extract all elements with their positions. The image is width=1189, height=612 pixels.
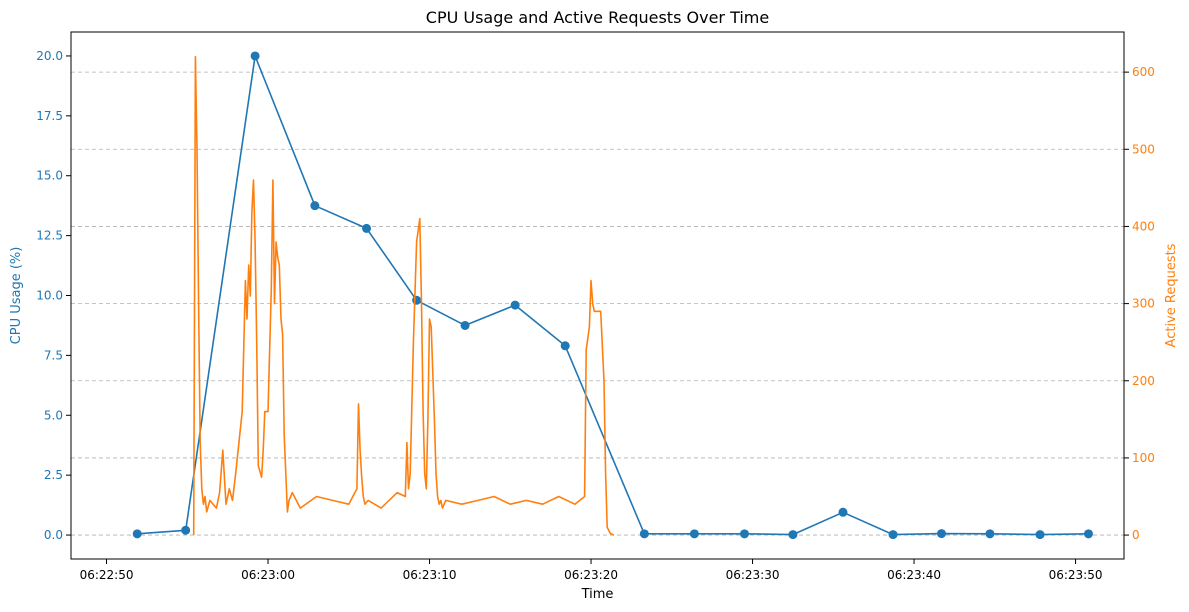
- chart-title: CPU Usage and Active Requests Over Time: [426, 8, 769, 27]
- y-left-tick-label: 5.0: [44, 408, 63, 422]
- y-right-tick-label: 400: [1132, 219, 1155, 233]
- cpu-point: [132, 529, 142, 539]
- y-axis-left: 0.0 2.5 5.0 7.5 10.0 12.5 15.0 17.5 20.0: [36, 49, 71, 542]
- cpu-point: [362, 223, 372, 233]
- requests-line: [192, 55, 615, 536]
- y-left-tick-label: 2.5: [44, 468, 63, 482]
- plot-frame: [70, 31, 1125, 560]
- cpu-point: [412, 295, 422, 305]
- y-left-tick-label: 12.5: [36, 229, 63, 243]
- x-axis-label: Time: [581, 587, 614, 602]
- cpu-point: [310, 201, 320, 211]
- y-left-tick-label: 0.0: [44, 528, 63, 542]
- y-right-tick-label: 0: [1132, 528, 1140, 542]
- cpu-point: [1083, 529, 1093, 539]
- x-tick-label: 06:22:50: [80, 568, 134, 582]
- y-right-tick-label: 300: [1132, 297, 1155, 311]
- y-axis-left-label: CPU Usage (%): [9, 247, 24, 345]
- cpu-point: [788, 530, 798, 540]
- cpu-point: [689, 529, 699, 539]
- cpu-point: [181, 525, 191, 535]
- x-tick-label: 06:23:10: [403, 568, 457, 582]
- cpu-point: [250, 51, 260, 61]
- requests-series: [192, 55, 615, 536]
- x-axis: 06:22:50 06:23:00 06:23:10 06:23:20 06:23:30…: [80, 559, 1103, 582]
- y-axis-right: 0 100 200 300 400 500 600: [1124, 65, 1155, 542]
- cpu-point: [838, 507, 848, 517]
- y-axis-right-label: Active Requests: [1164, 243, 1179, 347]
- y-left-tick-label: 17.5: [36, 109, 63, 123]
- cpu-series: [132, 51, 1093, 540]
- y-left-tick-label: 10.0: [36, 289, 63, 303]
- y-right-tick-label: 200: [1132, 374, 1155, 388]
- x-tick-label: 06:23:40: [887, 568, 941, 582]
- x-tick-label: 06:23:00: [241, 568, 295, 582]
- y-left-tick-label: 7.5: [44, 348, 63, 362]
- cpu-point: [639, 529, 649, 539]
- y-left-tick-label: 15.0: [36, 169, 63, 183]
- cpu-point: [1035, 530, 1045, 540]
- cpu-point: [460, 320, 470, 330]
- cpu-point: [739, 529, 749, 539]
- y-right-tick-label: 600: [1132, 65, 1155, 79]
- grid-lines: [71, 71, 1124, 536]
- cpu-point: [937, 529, 947, 539]
- cpu-point: [985, 529, 995, 539]
- cpu-point: [510, 300, 520, 310]
- cpu-point: [888, 530, 898, 540]
- y-right-tick-label: 500: [1132, 142, 1155, 156]
- cpu-point: [560, 341, 570, 351]
- x-tick-label: 06:23:30: [726, 568, 780, 582]
- y-left-tick-label: 20.0: [36, 49, 63, 63]
- x-tick-label: 06:23:20: [564, 568, 618, 582]
- x-tick-label: 06:23:50: [1049, 568, 1103, 582]
- y-right-tick-label: 100: [1132, 451, 1155, 465]
